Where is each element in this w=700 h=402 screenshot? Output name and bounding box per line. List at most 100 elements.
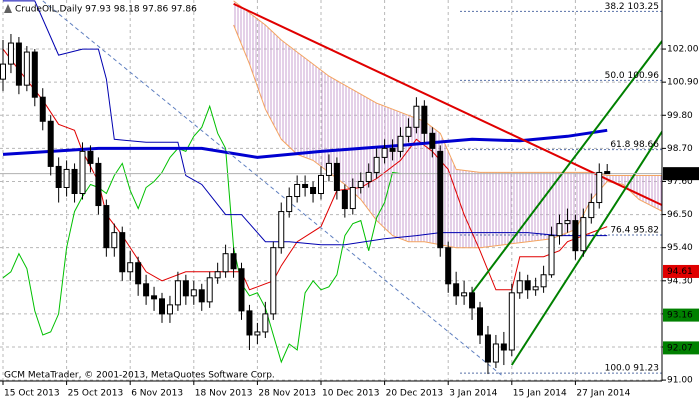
candle-body bbox=[111, 232, 118, 249]
candle-body bbox=[95, 162, 102, 207]
y-tick-label: 98.70 bbox=[667, 144, 693, 154]
candle-body bbox=[270, 247, 277, 315]
candle-body bbox=[135, 262, 142, 285]
candle-body bbox=[294, 183, 301, 198]
indicator-line bbox=[510, 129, 662, 366]
candle-body bbox=[365, 171, 372, 182]
candle-body bbox=[182, 280, 189, 297]
candle-body bbox=[556, 223, 563, 237]
candle-body bbox=[151, 295, 158, 300]
candle-body bbox=[548, 235, 555, 276]
indicator-line bbox=[2, 128, 608, 159]
footer: GCM MetaTrader, © 2001-2013, MetaQuotes … bbox=[4, 371, 275, 381]
candle-body bbox=[604, 171, 611, 175]
x-tick-label: 10 Dec 2013 bbox=[322, 389, 380, 399]
candle-body bbox=[500, 343, 507, 351]
indicator-line bbox=[3, 0, 608, 246]
candle-body bbox=[238, 268, 245, 312]
candle-body bbox=[31, 51, 38, 98]
chikou-line bbox=[2, 104, 401, 364]
candle-body bbox=[143, 283, 150, 297]
price-label: 97.86 bbox=[667, 169, 693, 179]
candle-body bbox=[564, 220, 571, 225]
candle-body bbox=[278, 211, 285, 249]
candle-body bbox=[198, 289, 205, 303]
candle-body bbox=[540, 274, 547, 288]
fib-label: 50.0 100.96 bbox=[605, 71, 660, 81]
price-box bbox=[663, 308, 699, 322]
candle-body bbox=[357, 180, 364, 188]
candle-body bbox=[87, 150, 94, 164]
candle-body bbox=[341, 190, 348, 210]
candle-body bbox=[159, 298, 165, 315]
candle-body bbox=[596, 171, 603, 204]
candle-body bbox=[0, 63, 6, 80]
y-tick-label: 100.90 bbox=[667, 78, 699, 88]
candle-body bbox=[127, 262, 134, 273]
x-tick-label: 6 Nov 2013 bbox=[131, 389, 183, 399]
y-tick-label: 91.00 bbox=[667, 376, 693, 386]
price-label: 94.61 bbox=[667, 267, 693, 277]
candle-body bbox=[103, 205, 110, 249]
candle-body bbox=[461, 292, 468, 297]
candle-body bbox=[230, 253, 237, 270]
candle-body bbox=[484, 334, 491, 363]
candle-body bbox=[325, 162, 332, 176]
candle-body bbox=[421, 105, 428, 134]
price-label: 93.16 bbox=[667, 311, 693, 321]
candle-body bbox=[405, 126, 412, 137]
y-tick-label: 95.40 bbox=[667, 243, 693, 253]
cloud bbox=[233, 0, 662, 248]
candle-body bbox=[79, 150, 86, 195]
y-tick-label: 96.50 bbox=[667, 210, 693, 220]
candle-body bbox=[413, 105, 420, 128]
candle-body bbox=[318, 174, 324, 195]
candle-body bbox=[302, 183, 309, 188]
candle-body bbox=[55, 165, 62, 188]
x-tick-label: 20 Dec 2013 bbox=[386, 389, 444, 399]
indicator-line bbox=[471, 39, 662, 294]
candle-body bbox=[453, 283, 460, 297]
candle-body bbox=[437, 150, 444, 249]
fib-label: 76.4 95.82 bbox=[610, 226, 659, 236]
symbol-icon bbox=[4, 4, 12, 13]
price-label: 92.07 bbox=[667, 343, 693, 353]
candle-body bbox=[7, 42, 14, 65]
candle-body bbox=[524, 280, 531, 291]
candle-body bbox=[580, 217, 587, 252]
candle-body bbox=[516, 280, 523, 294]
candle-body bbox=[397, 135, 404, 152]
candle-body bbox=[214, 271, 221, 279]
y-tick-label: 97.60 bbox=[667, 177, 693, 187]
candle-body bbox=[445, 247, 452, 285]
x-tick-label: 18 Nov 2013 bbox=[195, 389, 253, 399]
candle-body bbox=[190, 289, 197, 297]
candle-body bbox=[47, 120, 54, 167]
plot-area bbox=[0, 0, 662, 381]
candle-body bbox=[119, 232, 126, 273]
candle-body bbox=[39, 96, 46, 122]
candle-body bbox=[310, 186, 317, 195]
candle-body bbox=[174, 280, 181, 306]
x-tick-label: 25 Oct 2013 bbox=[68, 389, 124, 399]
candle-body bbox=[381, 147, 388, 158]
candle-body bbox=[389, 147, 396, 152]
candle-body bbox=[166, 304, 173, 315]
candle-body bbox=[469, 292, 476, 309]
candle-body bbox=[286, 196, 293, 213]
price-box bbox=[663, 167, 699, 181]
y-tick-label: 102.00 bbox=[667, 45, 699, 55]
fib-label: 61.8 98.66 bbox=[610, 140, 659, 150]
y-tick-label: 94.30 bbox=[667, 276, 693, 286]
candle-body bbox=[429, 132, 436, 149]
candle-body bbox=[492, 343, 499, 363]
candle-body bbox=[15, 42, 22, 86]
candle-body bbox=[588, 202, 595, 219]
indicator-line bbox=[233, 2, 662, 207]
candle-body bbox=[572, 220, 579, 252]
candle-body bbox=[508, 292, 515, 351]
candle-body bbox=[532, 286, 539, 291]
candle-body bbox=[71, 168, 78, 195]
chart-title: CrudeOIL,Daily 97.93 98.18 97.86 97.86 bbox=[15, 5, 197, 15]
